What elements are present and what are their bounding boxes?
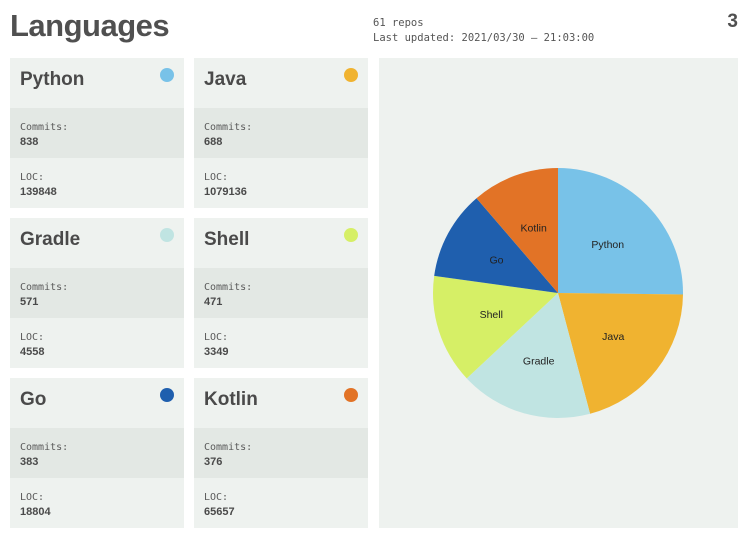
card-header: Python xyxy=(10,58,184,108)
loc-value: 3349 xyxy=(204,346,229,358)
language-card-java: Java Commits: 688 LOC: 1079136 xyxy=(194,58,368,208)
language-name: Python xyxy=(20,69,85,90)
loc-value: 65657 xyxy=(204,506,235,518)
commits-value: 571 xyxy=(20,296,39,308)
loc-label: LOC: xyxy=(204,332,229,343)
commits-stat: Commits: 838 xyxy=(10,108,184,158)
commits-stat: Commits: 571 xyxy=(10,268,184,318)
loc-value: 139848 xyxy=(20,186,57,198)
commits-value: 471 xyxy=(204,296,223,308)
language-name: Kotlin xyxy=(204,389,258,410)
page-number: 3 xyxy=(727,11,738,32)
language-card-go: Go Commits: 383 LOC: 18804 xyxy=(10,378,184,528)
commits-label: Commits: xyxy=(204,282,253,293)
pie-label: Kotlin xyxy=(521,222,547,234)
loc-stat: LOC: 1079136 xyxy=(194,158,368,208)
pie-slice-kotlin xyxy=(476,168,558,293)
language-name: Go xyxy=(20,389,47,410)
color-dot-icon xyxy=(160,68,174,82)
repo-count: 61 repos xyxy=(373,17,424,29)
card-header: Go xyxy=(10,378,184,428)
loc-label: LOC: xyxy=(204,492,229,503)
card-header: Shell xyxy=(194,218,368,268)
pie-label: Shell xyxy=(480,309,503,321)
loc-stat: LOC: 65657 xyxy=(194,478,368,528)
card-header: Kotlin xyxy=(194,378,368,428)
pie-label: Python xyxy=(591,239,624,251)
page-title: Languages xyxy=(10,8,170,43)
language-card-python: Python Commits: 838 LOC: 139848 xyxy=(10,58,184,208)
loc-stat: LOC: 18804 xyxy=(10,478,184,528)
commits-stat: Commits: 383 xyxy=(10,428,184,478)
language-name: Gradle xyxy=(20,229,81,250)
commits-stat: Commits: 376 xyxy=(194,428,368,478)
language-card-kotlin: Kotlin Commits: 376 LOC: 65657 xyxy=(194,378,368,528)
loc-stat: LOC: 139848 xyxy=(10,158,184,208)
color-dot-icon xyxy=(344,388,358,402)
color-dot-icon xyxy=(160,228,174,242)
last-updated: Last updated: 2021/03/30 – 21:03:00 xyxy=(373,32,595,44)
pie-slice-go xyxy=(434,198,558,293)
pie-slice-gradle xyxy=(466,293,591,418)
loc-label: LOC: xyxy=(20,172,45,183)
commits-value: 383 xyxy=(20,456,39,468)
card-header: Java xyxy=(194,58,368,108)
loc-stat: LOC: 3349 xyxy=(194,318,368,368)
commits-label: Commits: xyxy=(20,442,69,453)
pie-label: Java xyxy=(602,331,624,343)
loc-value: 18804 xyxy=(20,506,51,518)
commits-value: 838 xyxy=(20,136,39,148)
loc-label: LOC: xyxy=(204,172,229,183)
loc-stat: LOC: 4558 xyxy=(10,318,184,368)
commits-label: Commits: xyxy=(204,122,253,133)
pie-label: Gradle xyxy=(523,355,555,367)
language-card-gradle: Gradle Commits: 571 LOC: 4558 xyxy=(10,218,184,368)
commits-value: 688 xyxy=(204,136,223,148)
color-dot-icon xyxy=(160,388,174,402)
loc-label: LOC: xyxy=(20,332,45,343)
loc-value: 1079136 xyxy=(204,186,247,198)
commits-value: 376 xyxy=(204,456,223,468)
repo-meta: 61 repos Last updated: 2021/03/30 – 21:0… xyxy=(373,16,594,46)
pie-slice-shell xyxy=(433,275,558,379)
color-dot-icon xyxy=(344,228,358,242)
pie-slice-java xyxy=(558,293,683,414)
language-name: Java xyxy=(204,69,247,90)
commits-stat: Commits: 471 xyxy=(194,268,368,318)
commits-stat: Commits: 688 xyxy=(194,108,368,158)
loc-value: 4558 xyxy=(20,346,45,358)
commits-label: Commits: xyxy=(20,282,69,293)
pie-slice-python xyxy=(558,168,683,295)
commits-label: Commits: xyxy=(20,122,69,133)
color-dot-icon xyxy=(344,68,358,82)
loc-label: LOC: xyxy=(20,492,45,503)
language-card-shell: Shell Commits: 471 LOC: 3349 xyxy=(194,218,368,368)
card-header: Gradle xyxy=(10,218,184,268)
chart-panel: Python Java Gradle Shell Go Kotlin xyxy=(379,58,738,528)
pie-label: Go xyxy=(490,254,504,266)
pie-chart: Python Java Gradle Shell Go Kotlin xyxy=(433,168,683,418)
commits-label: Commits: xyxy=(204,442,253,453)
language-name: Shell xyxy=(204,229,250,250)
